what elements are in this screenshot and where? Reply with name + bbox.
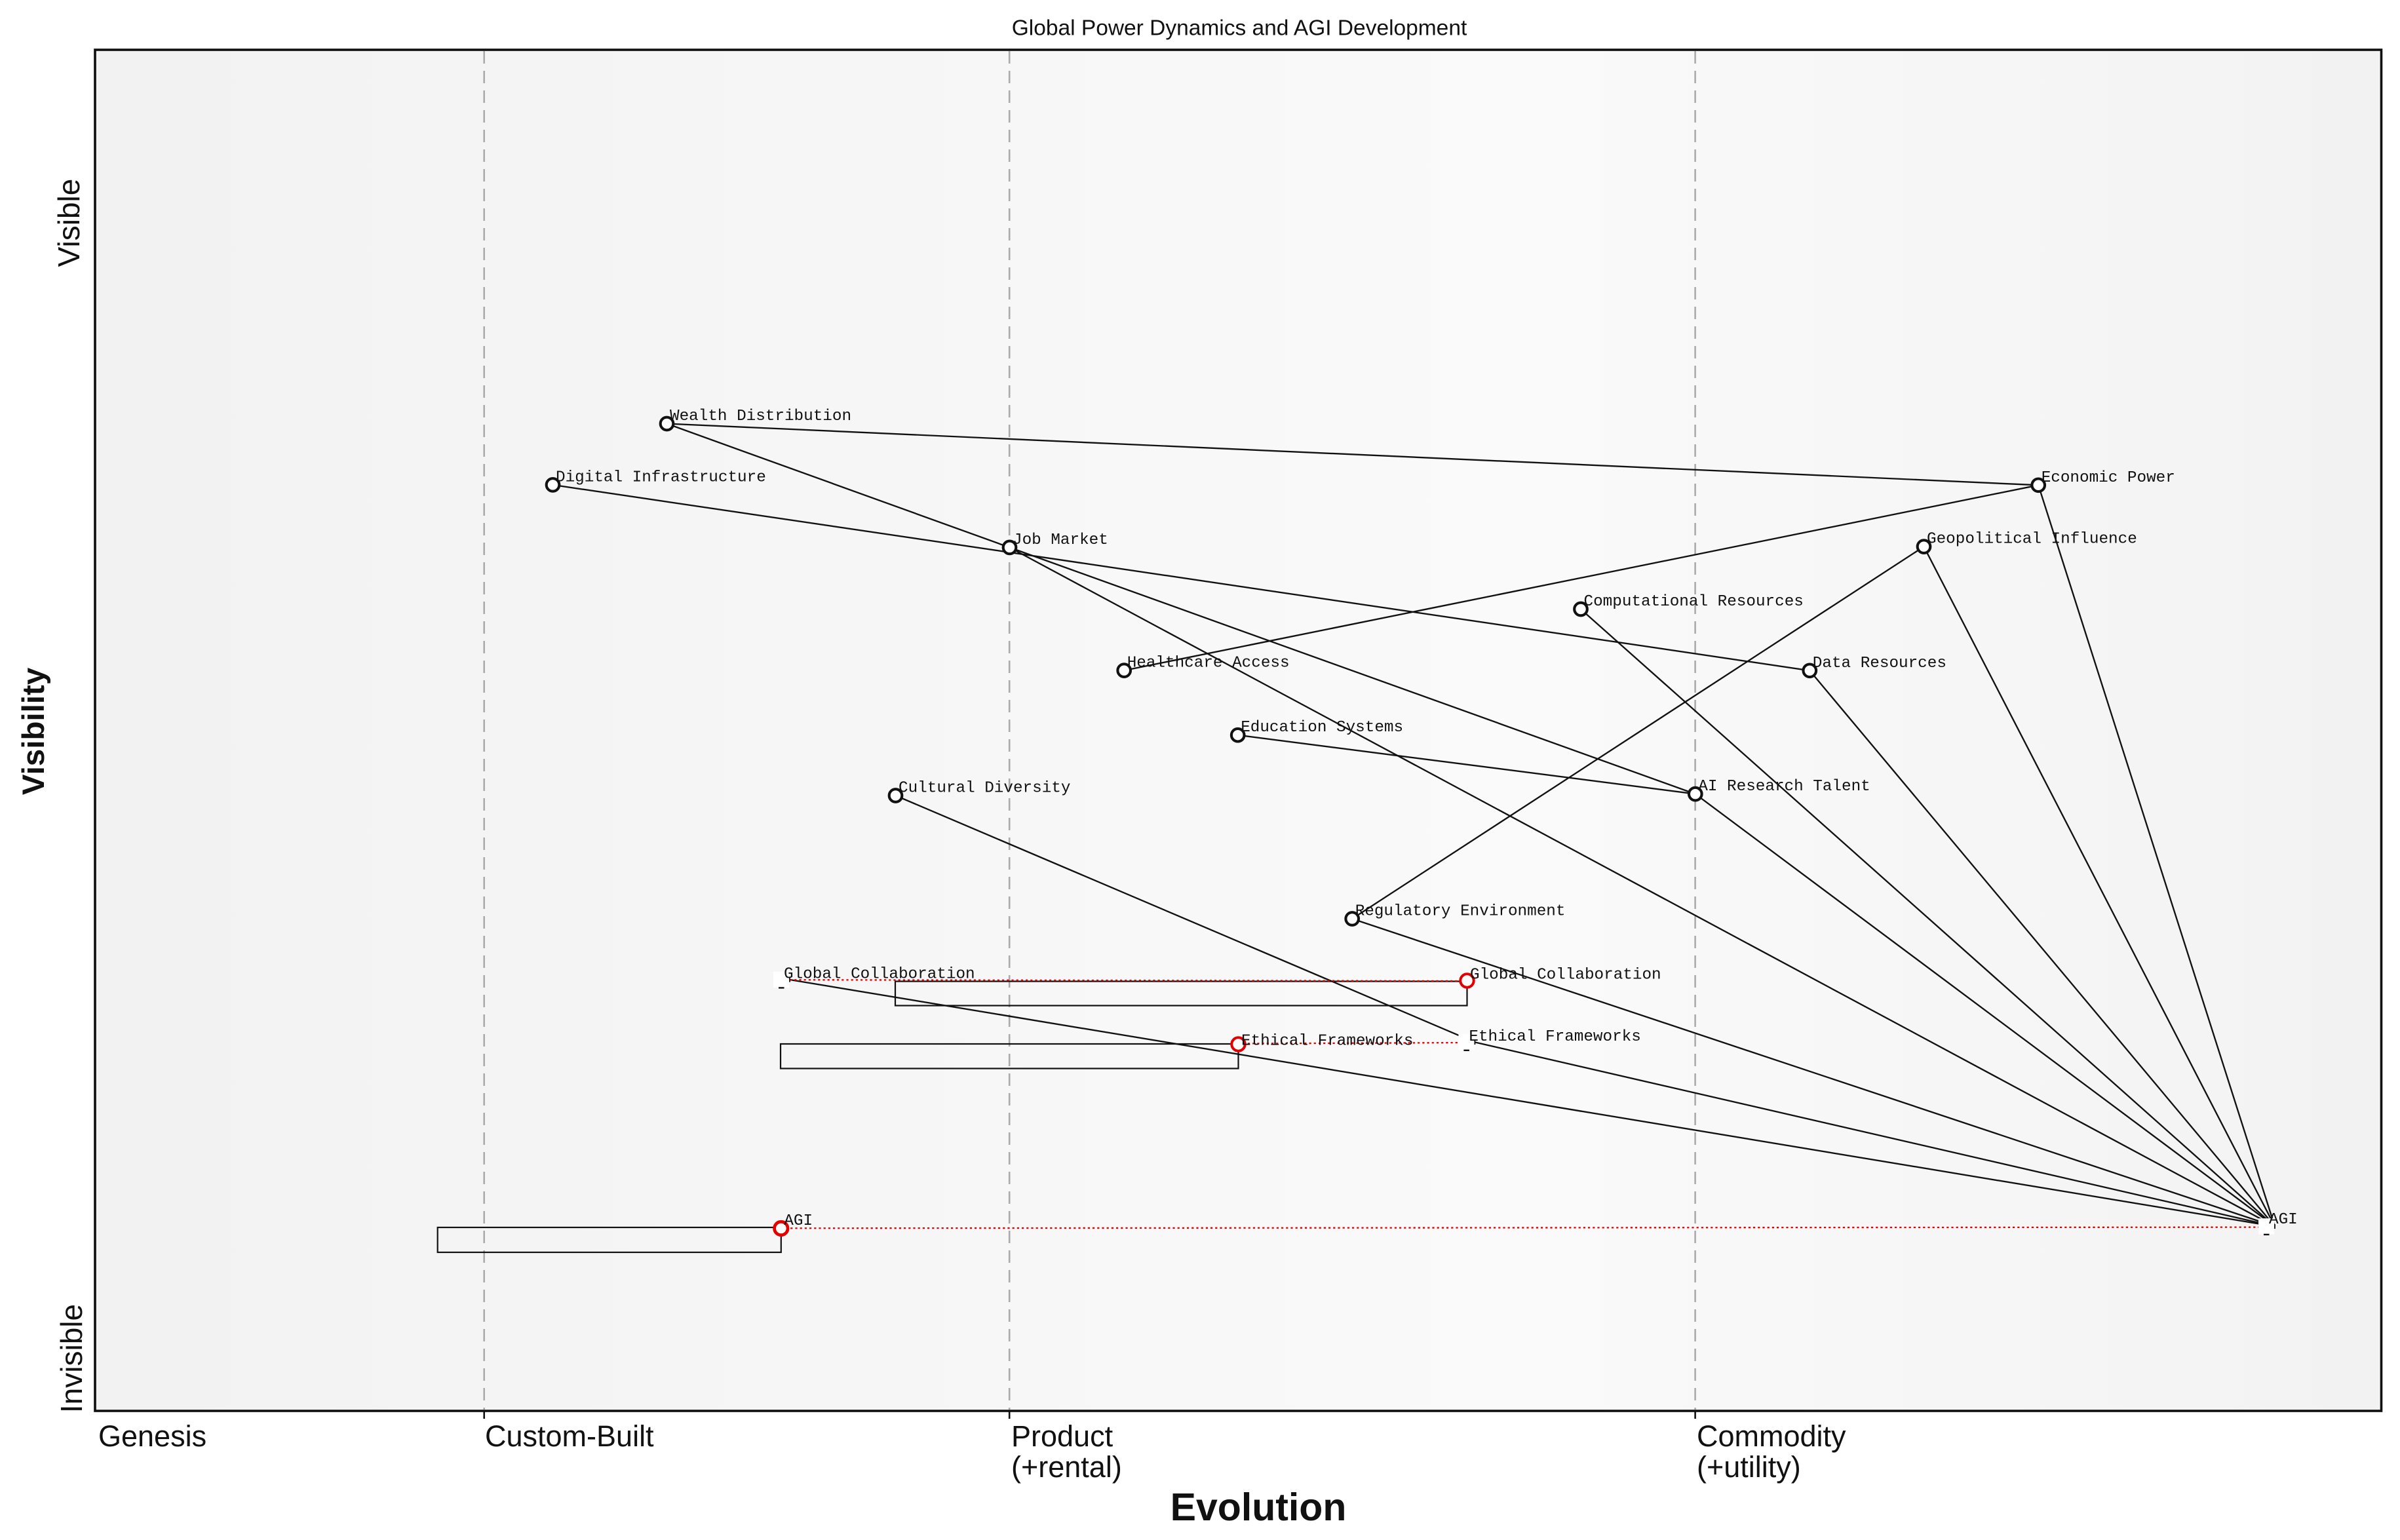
svg-text:Global Collaboration: Global Collaboration bbox=[1470, 967, 1661, 984]
svg-text:Custom-Built: Custom-Built bbox=[485, 1419, 654, 1453]
svg-text:AI Research Talent: AI Research Talent bbox=[1698, 778, 1870, 796]
svg-text:AGI: AGI bbox=[784, 1212, 813, 1230]
svg-text:Ethical Frameworks: Ethical Frameworks bbox=[1469, 1028, 1640, 1046]
svg-text:Cultural Diversity: Cultural Diversity bbox=[899, 780, 1070, 798]
svg-text:Genesis: Genesis bbox=[98, 1419, 206, 1453]
svg-text:Education Systems: Education Systems bbox=[1241, 719, 1403, 737]
svg-text:Regulatory Environment: Regulatory Environment bbox=[1355, 903, 1566, 921]
svg-text:Ethical Frameworks: Ethical Frameworks bbox=[1241, 1033, 1413, 1050]
svg-text:Commodity: Commodity bbox=[1697, 1419, 1846, 1453]
svg-text:Visible: Visible bbox=[52, 179, 86, 267]
svg-text:(+utility): (+utility) bbox=[1697, 1450, 1801, 1484]
svg-text:Geopolitical Influence: Geopolitical Influence bbox=[1927, 531, 2137, 549]
svg-text:Global Power Dynamics and AGI: Global Power Dynamics and AGI Developmen… bbox=[1012, 16, 1467, 41]
svg-text:(+rental): (+rental) bbox=[1011, 1450, 1122, 1484]
svg-text:Healthcare Access: Healthcare Access bbox=[1127, 655, 1290, 672]
svg-text:Digital Infrastructure: Digital Infrastructure bbox=[556, 469, 766, 486]
svg-text:Invisible: Invisible bbox=[54, 1304, 88, 1413]
svg-text:Wealth Distribution: Wealth Distribution bbox=[670, 408, 851, 425]
svg-text:Visibility: Visibility bbox=[16, 667, 51, 795]
svg-text:Job Market: Job Market bbox=[1013, 531, 1108, 549]
svg-text:Economic Power: Economic Power bbox=[2042, 469, 2175, 487]
svg-text:Global Collaboration: Global Collaboration bbox=[784, 966, 975, 984]
svg-text:Data Resources: Data Resources bbox=[1813, 655, 1946, 672]
svg-text:Evolution: Evolution bbox=[1171, 1486, 1347, 1529]
svg-text:Product: Product bbox=[1011, 1419, 1113, 1453]
svg-text:Computational Resources: Computational Resources bbox=[1584, 593, 1804, 611]
svg-text:AGI: AGI bbox=[2269, 1211, 2298, 1229]
